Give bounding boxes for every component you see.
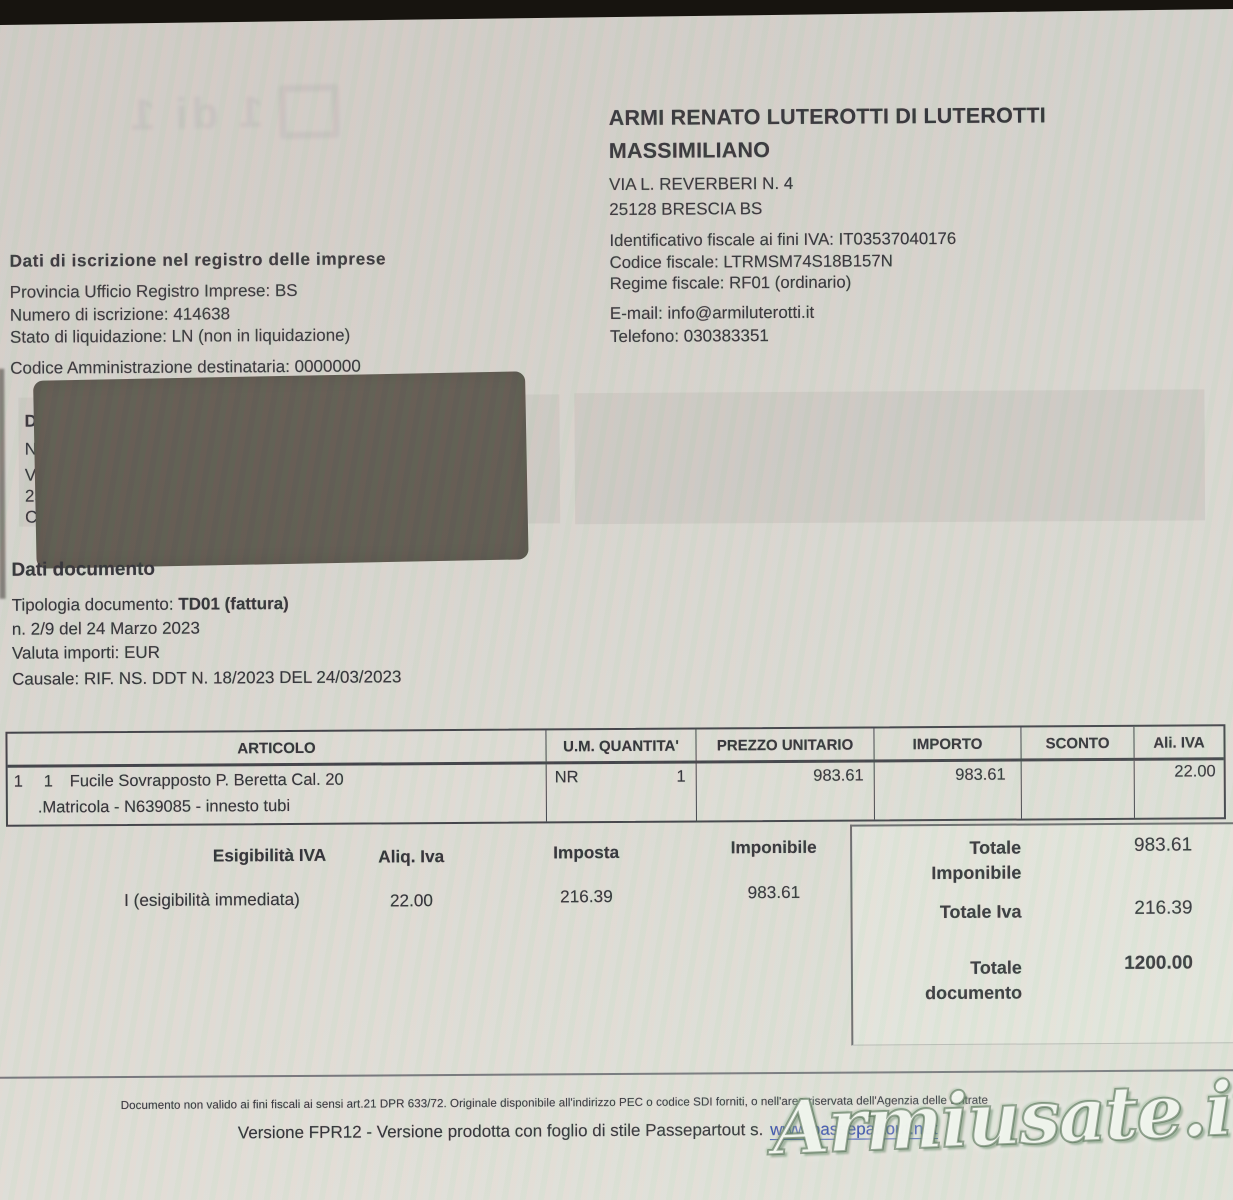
ghost-page-indicator: 1 di 1 <box>126 83 340 143</box>
col-header-prezzo-unitario: PREZZO UNITARIO <box>695 728 874 761</box>
item-description-line2: .Matricola - N639085 - innesto tubi <box>37 796 291 817</box>
vat-summary-header-imponibile: Imponibile <box>730 836 817 858</box>
seller-address-line2: 25128 BRESCIA BS <box>609 199 763 220</box>
seller-address-line1: VIA L. REVERBERI N. 4 <box>609 173 794 195</box>
items-table: ARTICOLO U.M. QUANTITA' PREZZO UNITARIO … <box>5 724 1226 827</box>
vat-summary-header-imposta: Imposta <box>553 841 620 863</box>
vat-summary-aliq-value: 22.00 <box>389 890 434 911</box>
seller-fiscal-info: Identificativo fiscale ai fini IVA: IT03… <box>609 226 1209 294</box>
vat-summary-imposta-value: 216.39 <box>560 886 613 907</box>
registry-section: Dati di iscrizione nel registro delle im… <box>9 247 590 349</box>
col-header-um-quantita: U.M. QUANTITA' <box>545 729 696 762</box>
ghost-page-icon <box>278 83 340 140</box>
footer-version-text: Versione FPR12 - Versione prodotta con f… <box>237 1120 764 1143</box>
registry-title: Dati di iscrizione nel registro delle im… <box>9 248 387 271</box>
seller-regime-fiscale: Regime fiscale: RF01 (ordinario) <box>609 272 852 294</box>
item-qty-ref: 1 <box>43 772 53 791</box>
seller-contact-info: E-mail: info@armiluterotti.it Telefono: … <box>610 298 1210 348</box>
item-um: NR <box>554 768 579 787</box>
document-tipologia: Tipologia documento: TD01 (fattura) <box>12 594 289 616</box>
totale-imponibile-label: Totale Imponibile <box>931 837 1022 884</box>
document-numero: n. 2/9 del 24 Marzo 2023 <box>11 618 200 639</box>
document-data-title: Dati documento <box>11 558 156 581</box>
vat-summary-header-aliq: Aliq. Iva <box>378 846 445 867</box>
totale-iva-value: 216.39 <box>1134 897 1193 919</box>
tipologia-label: Tipologia documento: <box>11 594 179 615</box>
seller-phone: Telefono: 030383351 <box>609 325 769 346</box>
totale-iva-label: Totale Iva <box>939 901 1022 923</box>
registry-lines: Provincia Ufficio Registro Imprese: BS N… <box>10 278 590 349</box>
col-header-articolo: ARTICOLO <box>237 739 316 758</box>
seller-name-line2: MASSIMILIANO <box>608 138 771 164</box>
item-description-line1: Fucile Sovrapposto P. Beretta Cal. 20 <box>69 770 344 791</box>
col-header-sconto: SCONTO <box>1020 726 1134 759</box>
item-um-quantita-cell: NR 1 <box>545 763 696 822</box>
document-causale: Causale: RIF. NS. DDT N. 18/2023 DEL 24/… <box>12 667 402 689</box>
vat-summary-header-esigibilita: Esigibilità IVA <box>212 844 327 866</box>
col-header-importo: IMPORTO <box>873 727 1021 760</box>
seller-address: VIA L. REVERBERI N. 4 25128 BRESCIA BS <box>609 168 1209 222</box>
vat-summary-esigibilita-value: I (esigibilità immediata) <box>124 888 300 911</box>
totale-imponibile-value: 983.61 <box>1133 834 1193 856</box>
item-quantita: 1 <box>676 767 686 786</box>
item-description-line1-wrap: 1 1 Fucile Sovrapposto P. Beretta Cal. 2… <box>14 769 540 791</box>
item-row: 1 1 Fucile Sovrapposto P. Beretta Cal. 2… <box>8 760 1224 824</box>
seller-header: ARMI RENATO LUTEROTTI DI LUTEROTTI MASSI… <box>609 98 1210 347</box>
totals-box: Totale Imponibile 983.61 Totale Iva 216.… <box>850 822 1233 1046</box>
item-articolo-cell: 1 1 Fucile Sovrapposto P. Beretta Cal. 2… <box>8 764 546 824</box>
recipient-panel-right <box>574 389 1206 525</box>
item-aliq-iva: 22.00 <box>1133 760 1224 818</box>
seller-name: ARMI RENATO LUTEROTTI DI LUTEROTTI MASSI… <box>609 98 1209 168</box>
totale-documento-value: 1200.00 <box>1124 952 1193 974</box>
registry-stato: Stato di liquidazione: LN (non in liquid… <box>9 325 351 347</box>
item-sconto <box>1020 760 1134 819</box>
document-valuta: Valuta importi: EUR <box>11 642 161 663</box>
item-importo: 983.61 <box>873 761 1021 820</box>
seller-name-line1: ARMI RENATO LUTEROTTI DI LUTEROTTI <box>608 103 1046 131</box>
ghost-page-text: 1 di 1 <box>126 87 264 140</box>
tipologia-value: TD01 (fattura) <box>178 594 289 614</box>
col-header-aliq-iva: Ali. IVA <box>1133 726 1224 758</box>
vat-summary-imponibile-value: 983.61 <box>747 881 801 903</box>
totale-documento-label: Totale documento <box>924 957 1023 1004</box>
photo-edge-shadow <box>0 368 6 599</box>
privacy-redaction-box <box>33 371 529 569</box>
item-line-number: 1 <box>13 772 23 791</box>
item-prezzo-unitario: 983.61 <box>695 762 874 821</box>
